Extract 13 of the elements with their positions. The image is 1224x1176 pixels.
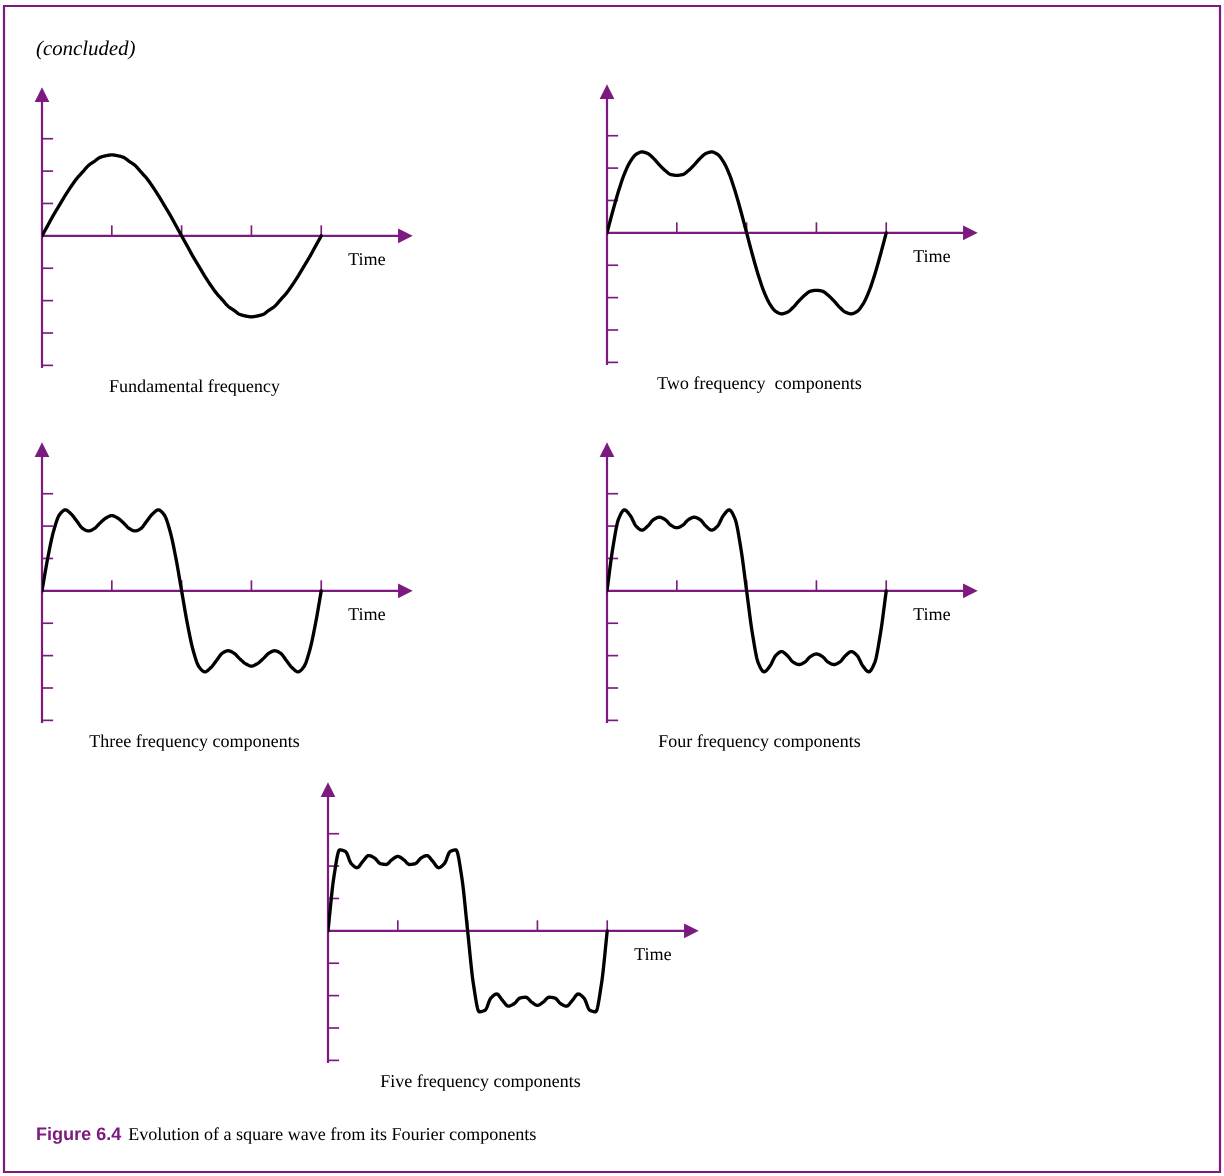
text: Three frequency components (89, 734, 300, 751)
x-axis-title: Time (913, 250, 950, 263)
caption: Figure 6.4 (37, 1126, 122, 1144)
text: Evolution of a square wave from its Fourier components (128, 1127, 536, 1144)
text: Four frequency components (658, 734, 861, 751)
x-axis-title: Time (913, 608, 950, 621)
text: Two frequency components (657, 376, 862, 393)
text: (concluded) (36, 40, 135, 60)
text: Fundamental frequency (109, 379, 280, 396)
text: Five frequency components (380, 1074, 581, 1091)
x-axis-title: Time (634, 948, 671, 961)
x-axis-title: Time (348, 253, 385, 266)
x-axis-title: Time (348, 608, 385, 621)
